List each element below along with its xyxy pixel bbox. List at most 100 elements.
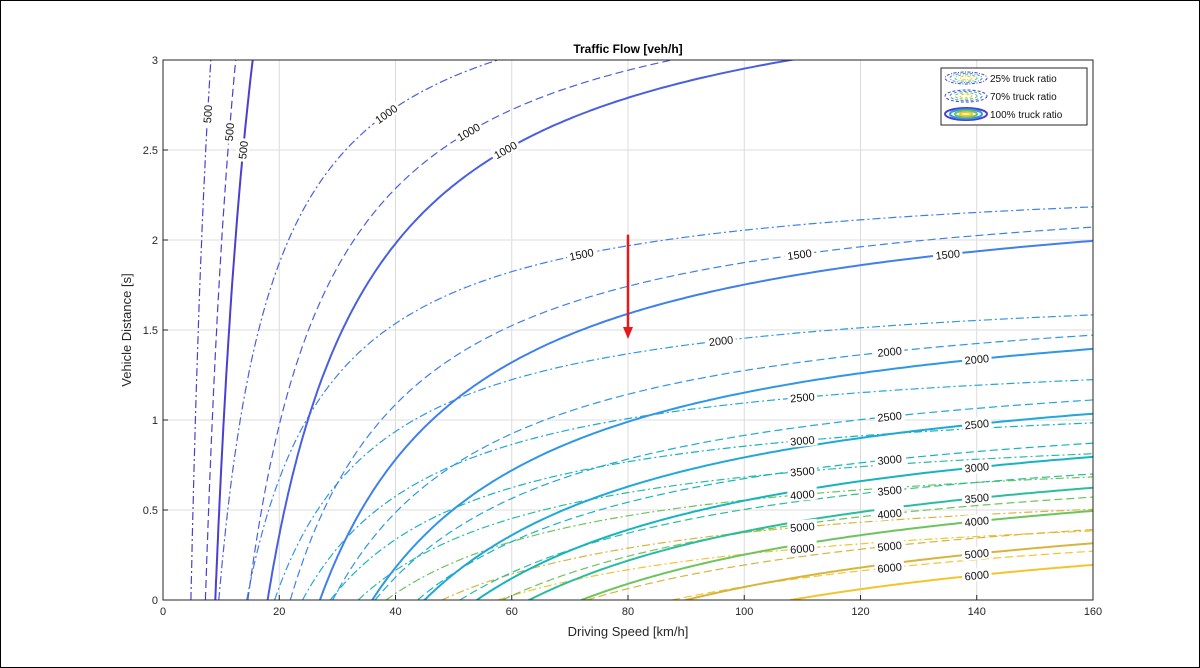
contour-label-bg: [874, 343, 905, 360]
contour-label-text: 5000: [877, 540, 903, 554]
x-tick-label: 40: [389, 606, 401, 618]
contour-label-bg: [874, 505, 905, 522]
x-tick-label: 60: [506, 606, 518, 618]
x-tick-label: 140: [968, 606, 986, 618]
contour-5000-dash-dot: [441, 508, 1093, 600]
contour-label-bg: [961, 566, 993, 583]
contour-6000-solid: [790, 563, 1093, 600]
contour-label-bg: [961, 489, 993, 506]
contour-label-text: 2000: [708, 334, 734, 349]
legend-entry: 100% truck ratio: [944, 107, 1063, 121]
contour-1500-solid: [319, 239, 1093, 600]
red-arrow: [623, 234, 633, 339]
contour-label-5000: 5000: [874, 537, 905, 554]
contour-label-text: 4000: [877, 507, 903, 521]
contour-label-text: 4000: [964, 515, 990, 529]
contour-4000-dashed: [502, 496, 1093, 600]
legend-swatch-ellipse: [949, 72, 983, 84]
contour-label-bg: [874, 537, 905, 554]
contour-label-2500: 2500: [874, 408, 905, 425]
arrow-head: [623, 327, 633, 339]
contour-label-500: 500: [199, 101, 215, 126]
contour-label-bg: [489, 136, 522, 163]
y-tick-label: 1.5: [143, 325, 158, 337]
contour-labels: 500 1000150020002500300035004000500060005…: [199, 99, 993, 584]
contour-label-bg: [961, 512, 993, 529]
contour-label-3000: 3000: [787, 432, 818, 449]
contour-label-bg: [199, 101, 215, 126]
y-tick-label: 3: [152, 55, 158, 67]
contour-3500-solid: [528, 486, 1093, 600]
contour-label-text: 6000: [964, 569, 990, 583]
legend-swatch-ellipse: [954, 92, 978, 100]
contour-5000-dashed: [586, 528, 1093, 600]
contour-label-6000: 6000: [961, 566, 993, 584]
contour-6000-dash-dot: [497, 530, 1093, 600]
y-tick-label: 2.5: [143, 145, 158, 157]
contour-label-bg: [961, 545, 993, 562]
contour-label-bg: [961, 415, 993, 432]
contour-label-4000: 4000: [961, 512, 993, 530]
contour-label-2000: 2000: [874, 343, 905, 360]
contour-label-text: 3000: [790, 435, 815, 449]
legend-swatch-ellipse: [959, 93, 973, 99]
contour-1500-dashed: [289, 226, 1093, 600]
contour-2000-dashed: [332, 334, 1093, 600]
contour-2500-dash-dot: [301, 379, 1093, 600]
legend-entry: 70% truck ratio: [944, 89, 1057, 103]
legend: 25% truck ratio 70% truck ratio 100% truck…: [940, 67, 1088, 126]
legend-entry: 25% truck ratio: [944, 71, 1057, 85]
contour-label-text: 6000: [877, 561, 903, 575]
contour-label-text: 1500: [787, 248, 813, 263]
contour-label-2500: 2500: [961, 415, 993, 432]
contour-label-bg: [787, 518, 818, 535]
contour-lines: [190, 60, 1093, 600]
legend-swatch-ellipse: [949, 90, 983, 102]
contour-1000-dash-dot: [218, 60, 500, 600]
contour-label-1500: 1500: [932, 245, 964, 263]
legend-label: 70% truck ratio: [990, 92, 1057, 103]
contour-1000-solid: [266, 60, 797, 600]
axis-ticks: 0 20 40 60 80 100 120 140 160 0 0.5 1 1.5 2 2.5 3: [143, 55, 1102, 618]
contour-label-2000: 2000: [705, 332, 737, 349]
contour-label-6000: 6000: [874, 559, 905, 576]
y-axis-label: Vehicle Distance [s]: [119, 273, 134, 386]
contour-label-bg: [787, 432, 818, 448]
x-tick-label: 80: [622, 606, 634, 618]
contour-label-text: 3000: [964, 461, 990, 475]
contour-label-bg: [565, 244, 598, 264]
contour-label-bg: [705, 332, 737, 349]
contour-label-bg: [874, 451, 905, 468]
contour-label-text: 4000: [790, 489, 815, 503]
contour-500-dashed: [204, 60, 237, 600]
chart-title: Traffic Flow [veh/h]: [573, 42, 682, 56]
y-tick-label: 0.5: [143, 505, 158, 517]
contour-label-4000: 4000: [874, 505, 905, 522]
contour-label-3000: 3000: [961, 458, 993, 476]
contour-label-text: 500: [202, 105, 215, 124]
contour-label-3500: 3500: [961, 489, 993, 506]
contour-label-3500: 3500: [787, 463, 818, 479]
contour-label-text: 3500: [964, 492, 990, 506]
y-tick-label: 0: [152, 595, 158, 607]
contour-label-6000: 6000: [787, 540, 818, 557]
contour-label-text: 1500: [935, 248, 961, 263]
contour-4000-dash-dot: [385, 476, 1093, 600]
legend-swatch-ellipse: [944, 89, 988, 103]
legend-swatch-ellipse: [944, 71, 988, 85]
y-tick-label: 1: [152, 415, 158, 427]
contour-label-1500: 1500: [565, 244, 598, 264]
contour-500-solid: [214, 60, 254, 600]
legend-swatch-ellipse: [944, 107, 988, 121]
contour-3000-solid: [476, 455, 1093, 600]
contour-3500-dash-dot: [357, 453, 1093, 600]
contour-label-bg: [787, 389, 818, 405]
contour-label-500: 500: [234, 137, 251, 163]
x-tick-label: 0: [160, 606, 166, 618]
y-tick-label: 2: [152, 235, 158, 247]
legend-swatch-ellipse: [949, 108, 983, 120]
contour-label-text: 2000: [877, 345, 903, 359]
contour-label-bg: [370, 99, 402, 128]
contour-label-2500: 2500: [787, 389, 818, 405]
